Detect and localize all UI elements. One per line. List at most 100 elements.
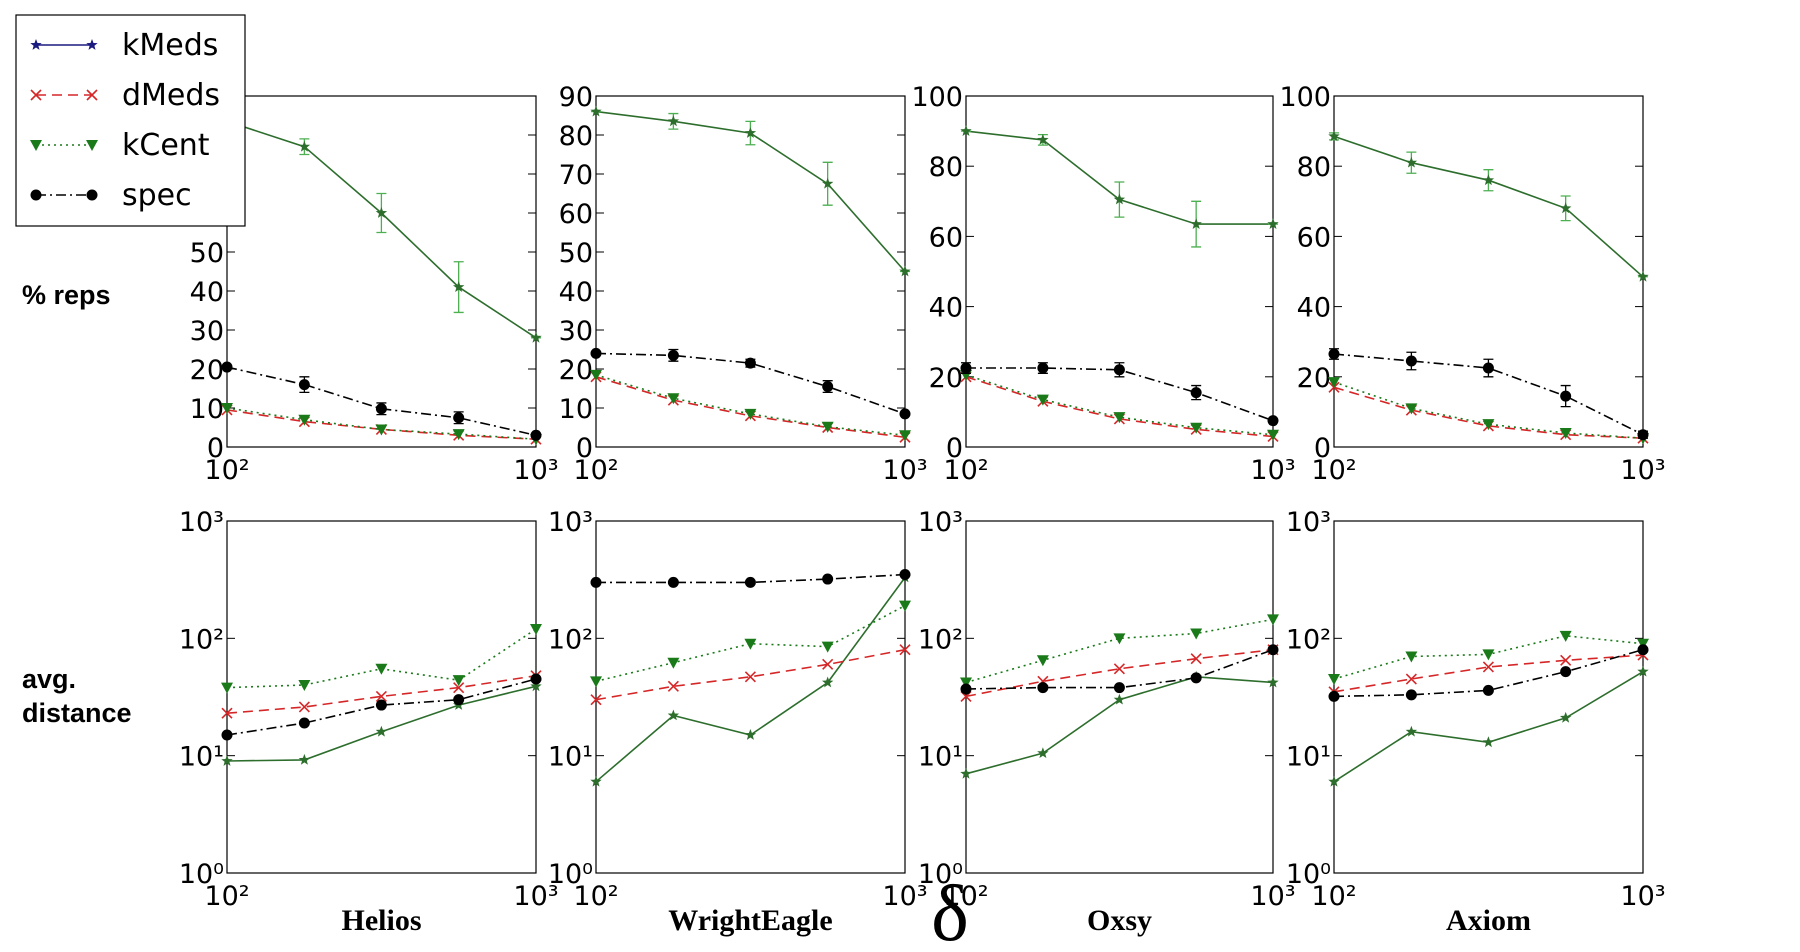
marker <box>298 680 311 692</box>
marker <box>453 412 465 424</box>
legend-label: spec <box>122 178 192 213</box>
marker <box>744 357 756 369</box>
y-tick-label: 10¹ <box>179 742 224 773</box>
marker <box>1113 663 1125 675</box>
series-line <box>226 678 537 736</box>
marker <box>1482 661 1494 673</box>
series-line <box>595 577 906 783</box>
marker <box>1190 218 1202 229</box>
x-tick-label: 10² <box>573 881 618 912</box>
y-tick-label: 10⁰ <box>179 859 224 890</box>
y-tick-label: 100 <box>911 82 963 113</box>
marker <box>1560 390 1572 402</box>
legend-marker <box>86 140 98 151</box>
series-line <box>966 367 1274 422</box>
marker <box>1190 653 1202 665</box>
y-tick-label: 0 <box>1314 433 1331 464</box>
series-line <box>1333 135 1644 278</box>
y-tick-label: 60 <box>559 199 593 230</box>
y-tick-label: 10⁰ <box>1286 859 1331 890</box>
y-tick-label: 10³ <box>548 507 593 538</box>
marker <box>1637 429 1649 441</box>
plot-frame <box>1333 520 1644 874</box>
x-tick-label: 10³ <box>1620 881 1665 912</box>
y-tick-label: 10⁰ <box>918 859 963 890</box>
marker <box>221 707 233 719</box>
marker <box>1113 412 1126 424</box>
marker <box>1560 654 1572 666</box>
y-tick-label: 10² <box>918 624 963 655</box>
marker <box>1405 725 1418 737</box>
marker <box>1482 174 1495 186</box>
x-tick-label: 10³ <box>882 881 927 912</box>
marker <box>590 775 602 787</box>
panel-title: Oxsy <box>1087 904 1152 937</box>
legend-box <box>15 14 246 227</box>
marker <box>453 682 465 694</box>
y-tick-label: 10 <box>559 394 593 425</box>
marker <box>667 680 679 692</box>
y-tick-label: 40 <box>190 277 224 308</box>
marker <box>221 361 233 373</box>
marker <box>530 673 542 685</box>
marker <box>1037 133 1049 145</box>
marker <box>530 680 542 692</box>
series-line <box>1333 386 1644 439</box>
x-tick-label: 10³ <box>1620 455 1665 486</box>
marker <box>1482 362 1494 374</box>
y-tick-label: 80 <box>559 121 593 152</box>
marker <box>822 573 834 585</box>
y-tick-label: 50 <box>559 238 593 269</box>
plot-frame <box>595 520 906 874</box>
marker <box>1328 377 1340 389</box>
marker <box>667 709 680 721</box>
y-tick-label: 50 <box>190 238 224 269</box>
marker <box>530 624 542 636</box>
series-line <box>226 407 537 440</box>
marker <box>1405 673 1417 685</box>
marker <box>1560 666 1572 678</box>
y-tick-label: 80 <box>929 152 963 183</box>
x-tick-label: 10² <box>1311 881 1356 912</box>
marker <box>453 281 465 292</box>
marker <box>1482 419 1495 431</box>
y-tick-label: 20 <box>559 355 593 386</box>
y-tick-label: 40 <box>929 293 963 324</box>
marker <box>744 671 756 683</box>
plot-frame <box>226 95 537 448</box>
marker <box>590 369 602 381</box>
marker <box>667 349 679 361</box>
series-line <box>1333 654 1644 693</box>
y-tick-label: 10 <box>190 394 224 425</box>
marker <box>899 600 911 612</box>
row-label: avg. distance <box>22 664 132 728</box>
marker <box>375 207 388 218</box>
x-tick-label: 10² <box>204 455 249 486</box>
marker <box>590 347 602 359</box>
plot-frame <box>965 95 1274 448</box>
legend-label: kCent <box>122 128 210 163</box>
marker <box>1267 676 1279 688</box>
series-line <box>965 374 1274 436</box>
y-tick-label: 10³ <box>1286 507 1331 538</box>
marker <box>1328 348 1340 360</box>
marker <box>452 429 465 441</box>
marker <box>960 125 972 136</box>
marker <box>1482 684 1494 696</box>
marker <box>1190 422 1203 434</box>
y-tick-label: 0 <box>576 433 593 464</box>
marker <box>960 677 972 689</box>
marker <box>1637 270 1649 282</box>
marker <box>1190 672 1202 684</box>
y-tick-label: 10¹ <box>1286 742 1331 773</box>
marker <box>822 658 834 670</box>
plot-frame <box>1333 95 1644 448</box>
y-tick-label: 30 <box>559 316 593 347</box>
series-line <box>226 628 537 689</box>
marker <box>452 675 465 687</box>
y-tick-label: 0 <box>946 433 963 464</box>
marker <box>375 424 388 436</box>
marker <box>1482 649 1495 661</box>
legend-marker <box>86 89 98 101</box>
